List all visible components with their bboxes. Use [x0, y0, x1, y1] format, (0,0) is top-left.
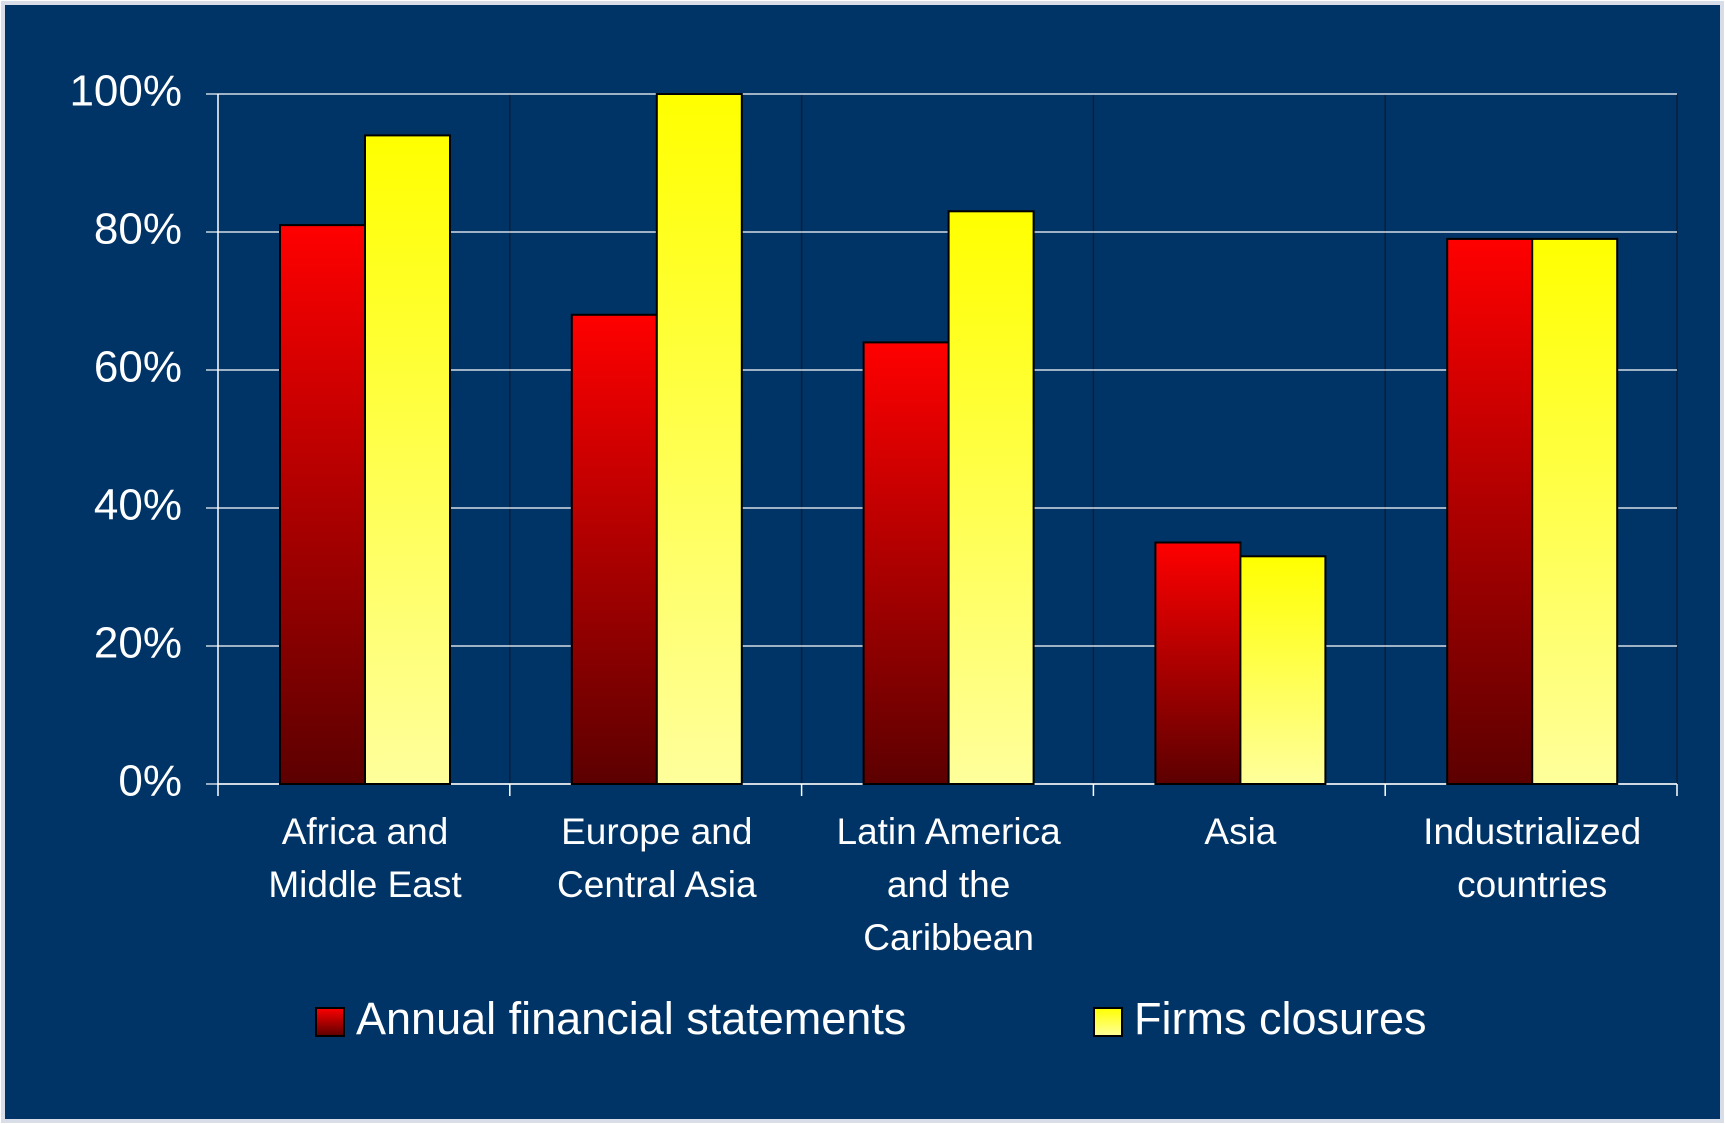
y-tick-label: 40%: [94, 481, 182, 530]
y-tick-label: 20%: [94, 619, 182, 668]
bar: [364, 134, 451, 785]
x-tick-label: Industrialized countries: [1423, 811, 1642, 905]
legend-swatch: [315, 1007, 345, 1037]
bar: [862, 341, 950, 785]
legend-label: Firms closures: [1134, 993, 1427, 1044]
x-tick-label: Africa and Middle East: [268, 811, 462, 905]
y-tick-label: 80%: [94, 205, 182, 254]
y-tick-label: 0%: [118, 757, 182, 806]
legend-label: Annual financial statements: [356, 993, 906, 1044]
bar: [947, 210, 1035, 786]
bar: [1446, 237, 1534, 785]
bar: [1154, 541, 1242, 785]
legend-swatch: [1093, 1007, 1123, 1037]
bar: [1531, 237, 1619, 785]
y-tick-label: 100%: [69, 67, 182, 116]
x-tick-label: Europe and Central Asia: [557, 811, 757, 905]
y-tick-label: 60%: [94, 343, 182, 392]
bar: [655, 93, 743, 785]
x-tick-label: Asia: [1204, 811, 1277, 852]
x-tick-label: Latin America and the Caribbean: [836, 811, 1061, 958]
bar: [279, 224, 366, 786]
bar: [570, 313, 658, 785]
bar: [1239, 555, 1327, 785]
